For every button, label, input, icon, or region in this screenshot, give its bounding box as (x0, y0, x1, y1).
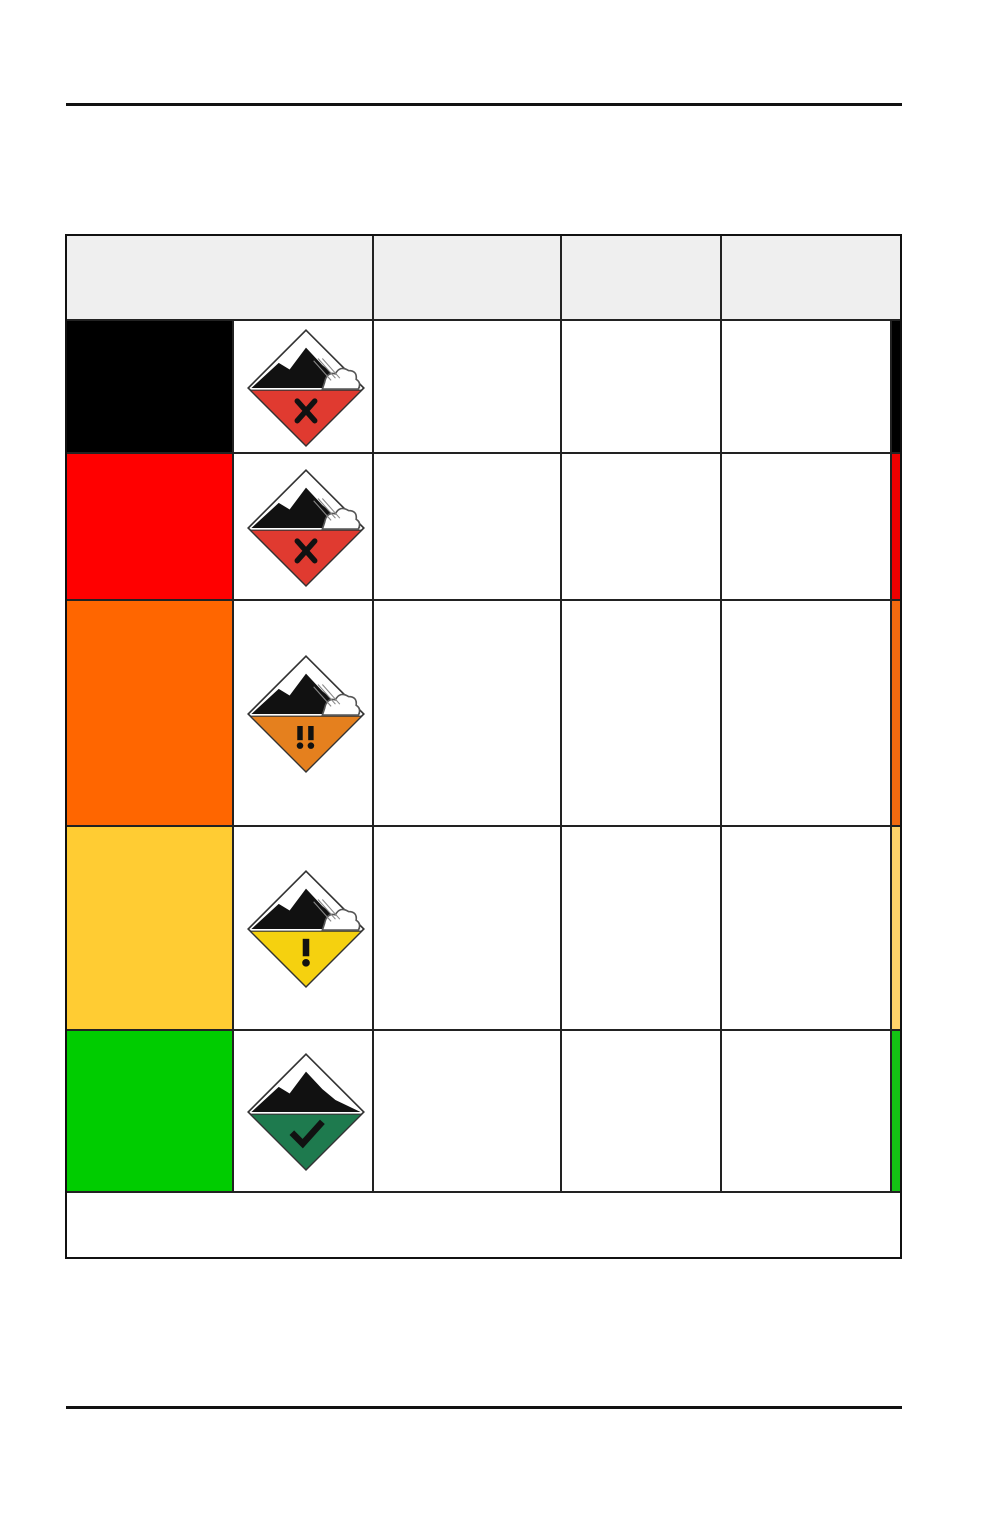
avalanche-danger-low-icon (247, 1053, 365, 1171)
top-rule (66, 103, 902, 106)
danger-icon-cell (234, 454, 374, 601)
avalanche-danger-considerable-icon (247, 655, 365, 773)
avalanche-danger-scale-table (65, 234, 902, 1259)
avalanche-danger-moderate-icon (247, 870, 365, 988)
header-cell-2 (374, 236, 562, 321)
danger-level-color-cell (67, 454, 234, 601)
table-cell (722, 454, 892, 601)
danger-level-stripe (892, 601, 900, 827)
table-cell (374, 1031, 562, 1193)
danger-icon-cell (234, 827, 374, 1031)
table-cell (562, 454, 722, 601)
danger-level-stripe (892, 454, 900, 601)
header-cell-level (67, 236, 374, 321)
header-cell-4 (722, 236, 900, 321)
danger-level-color-cell (67, 601, 234, 827)
table-cell (722, 827, 892, 1031)
danger-level-color-cell (67, 321, 234, 454)
danger-icon-cell (234, 321, 374, 454)
danger-icon-cell (234, 1031, 374, 1193)
danger-level-stripe (892, 1031, 900, 1193)
avalanche-danger-extreme-icon (247, 328, 365, 447)
table-footer (67, 1191, 900, 1259)
table-cell (562, 1031, 722, 1193)
avalanche-danger-high-icon (247, 468, 365, 587)
danger-level-stripe (892, 321, 900, 454)
table-cell (374, 601, 562, 827)
table-cell (374, 454, 562, 601)
table-cell (374, 827, 562, 1031)
danger-icon-cell (234, 601, 374, 827)
table-cell (374, 321, 562, 454)
table-cell (562, 601, 722, 827)
table-cell (722, 1031, 892, 1193)
table-cell (722, 321, 892, 454)
danger-level-color-cell (67, 827, 234, 1031)
bottom-rule (66, 1406, 902, 1409)
danger-level-stripe (892, 827, 900, 1031)
table-cell (562, 321, 722, 454)
table-cell (562, 827, 722, 1031)
header-cell-3 (562, 236, 722, 321)
table-cell (722, 601, 892, 827)
danger-level-color-cell (67, 1031, 234, 1193)
